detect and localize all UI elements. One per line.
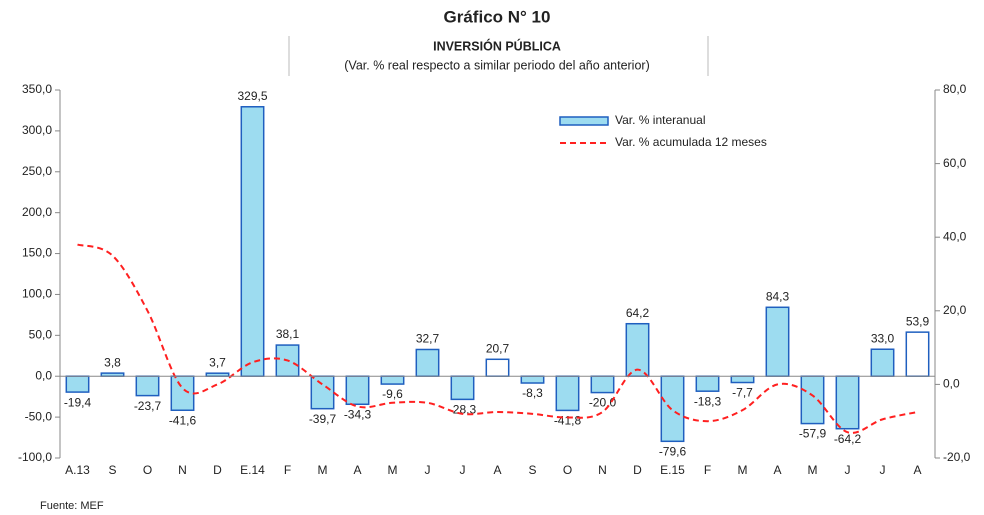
y2-tick-label: 40,0 xyxy=(943,229,967,243)
data-label: -57,9 xyxy=(799,427,827,441)
x-tick-label: M xyxy=(318,463,328,477)
y2-tick-label: 60,0 xyxy=(943,156,967,170)
x-tick-label: N xyxy=(598,463,607,477)
y-tick-label: -50,0 xyxy=(25,409,53,423)
chart-title: Gráfico N° 10 xyxy=(444,7,551,26)
bar xyxy=(730,375,755,384)
x-tick-label: A.13 xyxy=(65,463,90,477)
y-tick-label: 300,0 xyxy=(22,123,52,137)
data-label: -19,4 xyxy=(64,395,92,409)
data-label: -9,6 xyxy=(382,387,403,401)
x-tick-label: A xyxy=(353,463,361,477)
x-tick-label: F xyxy=(284,463,291,477)
data-label: -41,6 xyxy=(169,413,197,427)
x-tick-label: E.14 xyxy=(240,463,265,477)
x-tick-label: A xyxy=(493,463,501,477)
x-tick-label: J xyxy=(460,463,466,477)
data-label: 84,3 xyxy=(766,289,790,303)
x-tick-label: J xyxy=(425,463,431,477)
x-tick-label: M xyxy=(738,463,748,477)
bar xyxy=(170,375,195,411)
chart-subtitle: (Var. % real respecto a similar periodo … xyxy=(344,58,649,72)
data-label: 64,2 xyxy=(626,306,650,320)
x-tick-label: M xyxy=(388,463,398,477)
y2-tick-label: 20,0 xyxy=(943,303,967,317)
data-label: -64,2 xyxy=(834,432,862,446)
y-tick-label: 150,0 xyxy=(22,246,52,260)
bar xyxy=(345,375,370,406)
source-note: Fuente: MEF xyxy=(40,500,104,512)
data-label: -39,7 xyxy=(309,412,337,426)
line-series xyxy=(77,243,918,434)
data-label: 38,1 xyxy=(276,327,300,341)
data-label: 20,7 xyxy=(486,341,510,355)
data-label: -18,3 xyxy=(694,394,722,408)
data-label: -28,3 xyxy=(449,403,477,417)
bar xyxy=(590,375,615,394)
data-label: -7,7 xyxy=(732,386,753,400)
x-tick-label: S xyxy=(108,463,116,477)
bar xyxy=(835,375,860,430)
y2-tick-label: 0,0 xyxy=(943,377,960,391)
x-tick-label: E.15 xyxy=(660,463,685,477)
bar xyxy=(555,375,580,412)
data-label: -8,3 xyxy=(522,386,543,400)
x-tick-label: F xyxy=(704,463,711,477)
x-tick-label: O xyxy=(143,463,152,477)
legend-label: Var. % interanual xyxy=(615,113,706,127)
y-tick-label: 0,0 xyxy=(35,368,52,382)
y-tick-label: 100,0 xyxy=(22,287,52,301)
bar xyxy=(485,358,510,377)
bar xyxy=(240,106,265,377)
y-tick-label: 200,0 xyxy=(22,205,52,219)
x-tick-label: N xyxy=(178,463,187,477)
bar xyxy=(415,348,440,377)
x-tick-label: D xyxy=(633,463,642,477)
data-label: -79,6 xyxy=(659,444,687,458)
bar xyxy=(380,375,405,385)
bar xyxy=(660,375,685,443)
x-tick-label: J xyxy=(845,463,851,477)
data-label: -41,8 xyxy=(554,414,582,428)
data-label: 32,7 xyxy=(416,332,440,346)
y-tick-label: 350,0 xyxy=(22,82,52,96)
data-label: -20,0 xyxy=(589,396,617,410)
bar xyxy=(905,331,930,377)
bar xyxy=(450,375,475,401)
bar xyxy=(135,375,160,397)
bar xyxy=(520,375,545,384)
y-tick-label: 50,0 xyxy=(29,328,53,342)
bar xyxy=(625,322,650,377)
x-tick-label: M xyxy=(808,463,818,477)
bar xyxy=(870,348,895,377)
chart-subtitle: INVERSIÓN PÚBLICA xyxy=(433,38,561,53)
legend-label: Var. % acumulada 12 meses xyxy=(615,135,767,149)
x-tick-label: O xyxy=(563,463,572,477)
y-tick-label: -100,0 xyxy=(18,450,52,464)
bar xyxy=(765,306,790,377)
bar xyxy=(695,375,720,392)
x-tick-label: J xyxy=(880,463,886,477)
bar xyxy=(65,375,90,393)
data-label: -34,3 xyxy=(344,407,372,421)
data-label: 329,5 xyxy=(237,89,267,103)
data-label: 33,0 xyxy=(871,331,895,345)
x-tick-label: S xyxy=(528,463,536,477)
bar xyxy=(800,375,825,425)
x-tick-label: A xyxy=(913,463,921,477)
data-label: -23,7 xyxy=(134,399,162,413)
legend-swatch xyxy=(559,116,609,126)
x-tick-label: D xyxy=(213,463,222,477)
data-label: 3,8 xyxy=(104,355,121,369)
data-label: 53,9 xyxy=(906,314,930,328)
bar xyxy=(310,375,335,410)
y2-tick-label: -20,0 xyxy=(943,450,971,464)
y-tick-label: 250,0 xyxy=(22,164,52,178)
x-tick-label: A xyxy=(773,463,781,477)
data-label: 3,7 xyxy=(209,355,226,369)
y2-tick-label: 80,0 xyxy=(943,82,967,96)
